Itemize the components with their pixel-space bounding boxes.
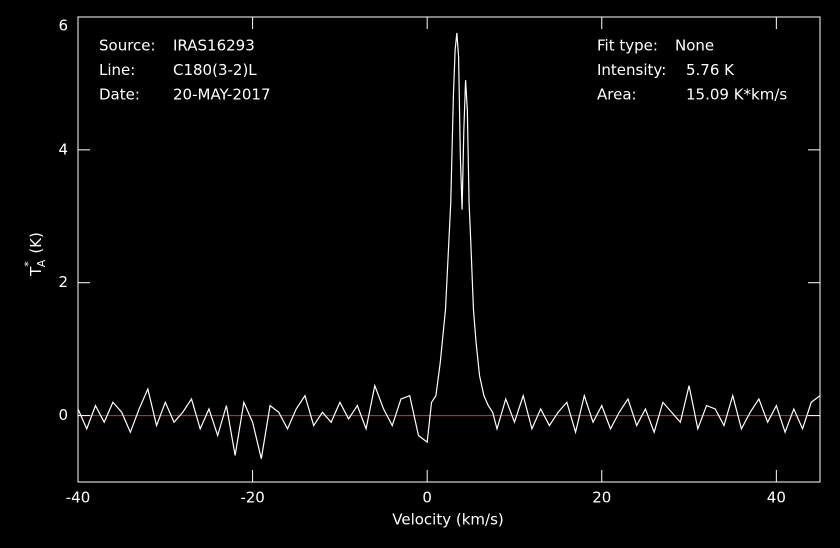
info-value: 15.09 K*km/s — [686, 86, 787, 104]
info-label: Fit type: — [597, 37, 658, 55]
info-value: 20-MAY-2017 — [173, 86, 271, 104]
y-axis-label: T*A (K) — [22, 232, 48, 277]
x-axis-label: Velocity (km/s) — [392, 511, 503, 529]
y-tick-label: 4 — [58, 140, 68, 158]
x-tick-label: 20 — [592, 489, 611, 507]
info-label: Area: — [597, 86, 637, 104]
y-label-unit: (K) — [27, 232, 45, 254]
y-label-sub: A — [35, 259, 48, 267]
x-tick-label: 0 — [422, 489, 432, 507]
y-label-main: T — [27, 266, 45, 277]
info-value: C180(3-2)L — [173, 61, 257, 79]
spectrum-line — [77, 32, 821, 459]
y-tick-label: 2 — [58, 273, 68, 291]
y-tick-label: 6 — [58, 17, 68, 35]
info-label: Date: — [99, 86, 140, 104]
info-value: None — [675, 37, 714, 55]
x-tick-label: -20 — [240, 489, 265, 507]
x-tick-label: -40 — [66, 489, 91, 507]
info-label: Intensity: — [597, 61, 666, 79]
x-tick-label: 40 — [767, 489, 786, 507]
y-label-sup: * — [22, 261, 35, 267]
info-value: 5.76 K — [686, 61, 735, 79]
info-value: IRAS16293 — [173, 37, 255, 55]
y-tick-label: 0 — [58, 406, 68, 424]
plot-frame — [77, 16, 821, 483]
info-label: Source: — [99, 37, 156, 55]
info-label: Line: — [99, 61, 135, 79]
